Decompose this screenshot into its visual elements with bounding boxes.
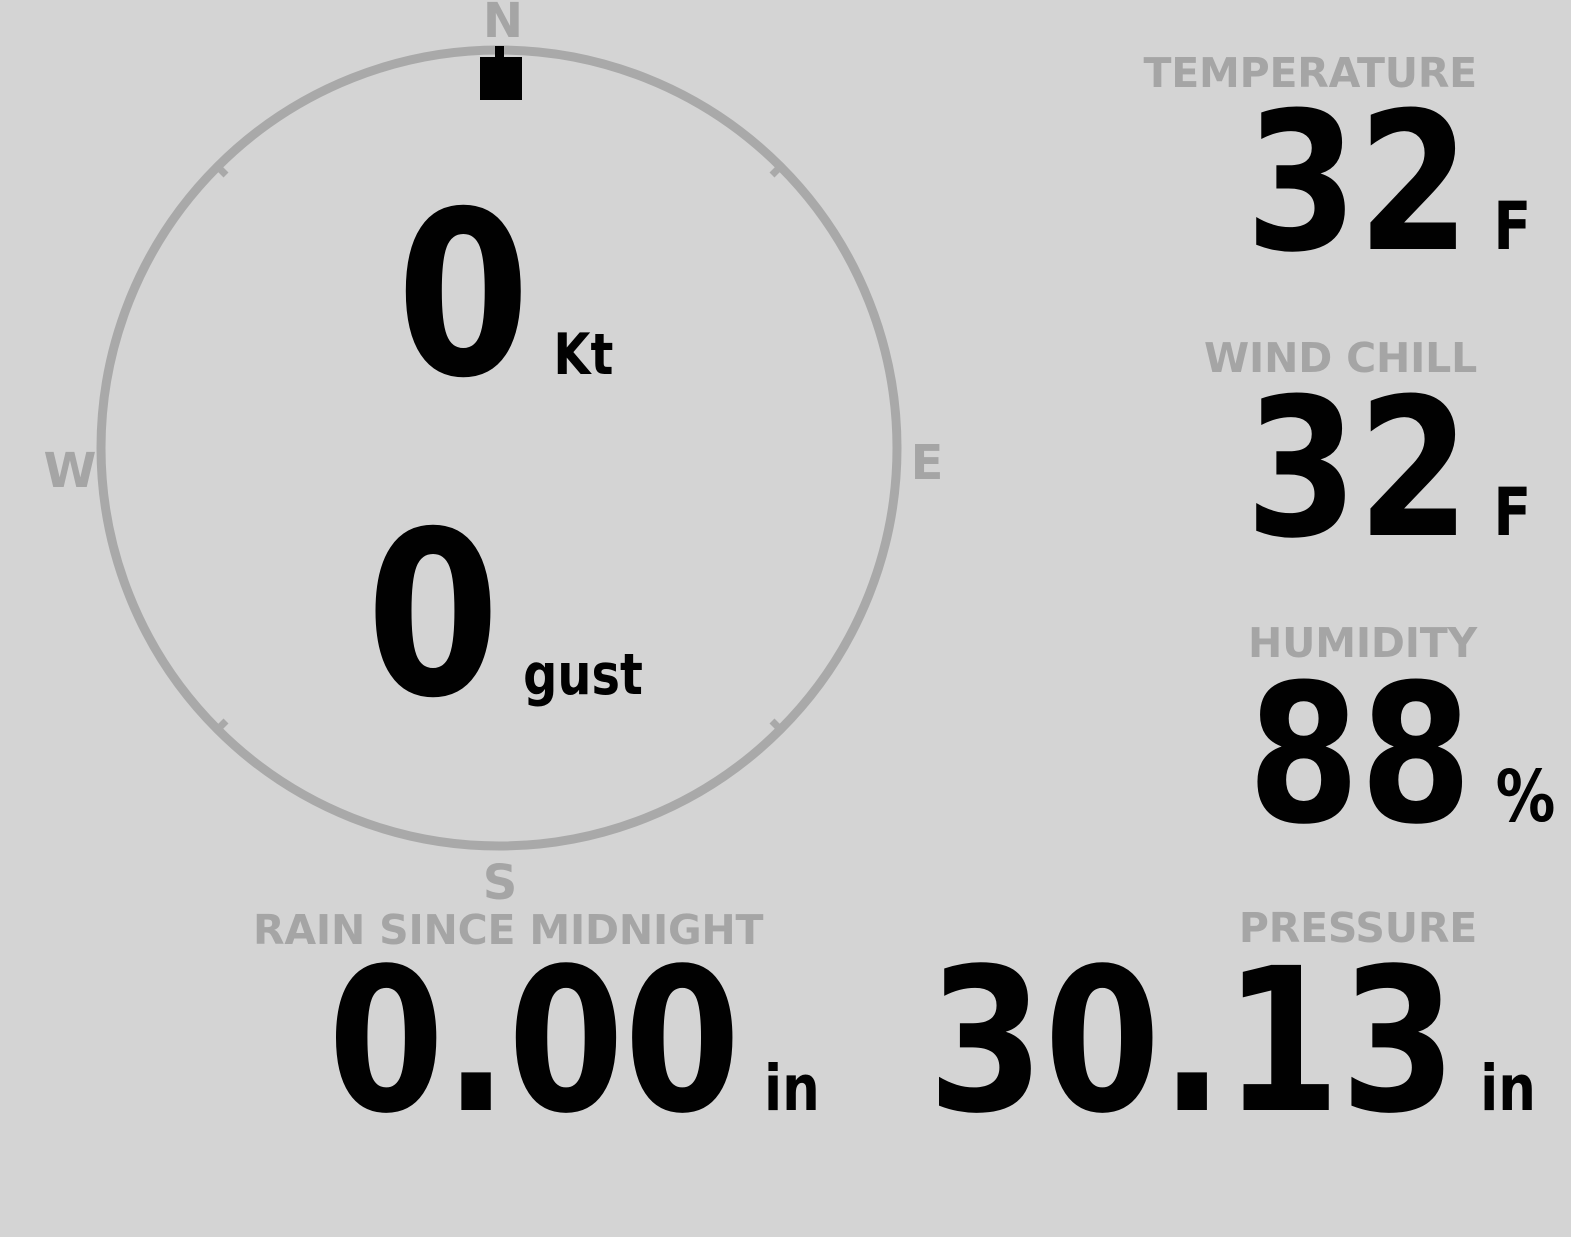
humidity-value: 88 xyxy=(1247,644,1472,867)
pressure-unit: in xyxy=(1480,1052,1536,1125)
wind-speed-row: 0 Kt xyxy=(0,181,1010,409)
rain-since-midnight-unit: in xyxy=(763,1052,820,1125)
compass-tick-ne xyxy=(769,161,786,178)
temperature-unit: F xyxy=(1493,188,1531,265)
pressure-value: 30.13 xyxy=(927,925,1457,1157)
wind-speed-unit: Kt xyxy=(553,322,614,388)
wind-chill-value: 32 xyxy=(1245,358,1470,581)
compass-label-east: E xyxy=(910,435,944,491)
temperature-row: 32 F xyxy=(1245,88,1531,280)
compass-label-north: N xyxy=(482,0,524,49)
humidity-row: 88 % xyxy=(1247,660,1555,852)
wind-chill-unit: F xyxy=(1493,474,1531,551)
pressure-label: PRESSURE xyxy=(1238,904,1477,952)
rain-since-midnight-value: 0.00 xyxy=(328,925,741,1157)
rain-since-midnight-label: RAIN SINCE MIDNIGHT xyxy=(253,906,764,954)
wind-gust-unit: gust xyxy=(523,642,644,708)
wind-speed-value: 0 xyxy=(396,162,530,428)
compass-label-south: S xyxy=(482,855,518,911)
compass-tick-nw xyxy=(212,161,229,178)
rain-since-midnight-row: 0.00 in xyxy=(328,942,820,1141)
wind-gust-value: 0 xyxy=(366,482,500,748)
wind-direction-marker xyxy=(480,57,522,100)
wind-gust-row: 0 gust xyxy=(0,501,1010,729)
wind-chill-label: WIND CHILL xyxy=(1204,334,1477,382)
compass-label-west: W xyxy=(43,443,97,499)
pressure-row: 30.13 in xyxy=(928,942,1536,1141)
temperature-label: TEMPERATURE xyxy=(1143,49,1477,97)
temperature-value: 32 xyxy=(1245,72,1470,295)
wind-chill-row: 32 F xyxy=(1245,374,1531,566)
humidity-label: HUMIDITY xyxy=(1248,619,1477,667)
humidity-unit: % xyxy=(1495,755,1555,838)
